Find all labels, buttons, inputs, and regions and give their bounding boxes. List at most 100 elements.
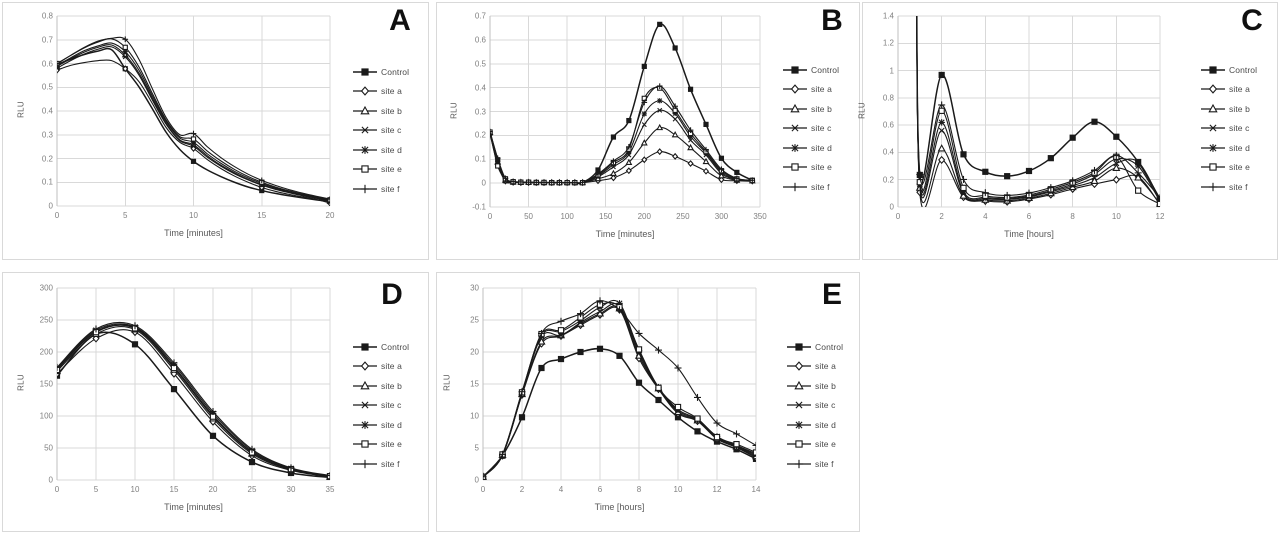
y-axis-tick-label: 0.1 bbox=[41, 177, 53, 187]
y-axis-tick-label: 1 bbox=[889, 66, 894, 76]
legend-item[interactable]: site d bbox=[782, 138, 852, 158]
legend-item[interactable]: site f bbox=[352, 179, 422, 199]
legend-item[interactable]: Control bbox=[782, 60, 852, 80]
legend-label: site c bbox=[1229, 123, 1250, 134]
legend-marker-icon bbox=[352, 163, 378, 175]
legend-a: Control site a site b site c site d site e sit… bbox=[352, 62, 422, 199]
legend-label: Control bbox=[811, 64, 840, 75]
legend-marker-icon bbox=[1200, 181, 1226, 193]
legend-item[interactable]: site b bbox=[786, 376, 856, 396]
legend-item[interactable]: site f bbox=[1200, 177, 1270, 197]
x-axis-tick-label: 2 bbox=[939, 212, 944, 221]
legend-label: site c bbox=[381, 125, 402, 136]
panel-letter-c: C bbox=[1241, 4, 1263, 37]
legend-item[interactable]: site d bbox=[352, 415, 422, 435]
legend-item[interactable]: site e bbox=[782, 158, 852, 178]
legend-label: site b bbox=[381, 105, 402, 116]
legend-item[interactable]: Control bbox=[1200, 60, 1270, 80]
legend-item[interactable]: site a bbox=[352, 82, 422, 102]
legend-label: site b bbox=[811, 103, 832, 114]
legend-item[interactable]: site c bbox=[1200, 119, 1270, 139]
x-axis-tick-label: 8 bbox=[636, 485, 642, 494]
legend-e: Control site a site b site c site d site e sit… bbox=[786, 337, 856, 474]
legend-item[interactable]: site c bbox=[786, 396, 856, 416]
legend-label: site d bbox=[381, 144, 402, 155]
legend-item[interactable]: site b bbox=[352, 101, 422, 121]
y-axis-tick-label: -0.1 bbox=[472, 202, 486, 212]
legend-item[interactable]: site b bbox=[1200, 99, 1270, 119]
x-axis-tick-label: 5 bbox=[123, 211, 128, 220]
legend-item[interactable]: site e bbox=[352, 435, 422, 455]
legend-item[interactable]: site c bbox=[352, 396, 422, 416]
y-axis-tick-label: 0 bbox=[889, 202, 894, 212]
x-axis-tick-label: 100 bbox=[560, 212, 574, 221]
x-axis-tick-label: 6 bbox=[597, 485, 603, 494]
legend-item[interactable]: site a bbox=[352, 357, 422, 377]
x-axis-tick-label: 35 bbox=[325, 485, 335, 494]
legend-label: site b bbox=[381, 380, 402, 391]
legend-label: Control bbox=[381, 341, 410, 352]
legend-label: site f bbox=[1229, 181, 1248, 192]
x-axis-tick-label: 20 bbox=[325, 211, 335, 220]
legend-item[interactable]: site c bbox=[352, 121, 422, 141]
legend-item[interactable]: site b bbox=[352, 376, 422, 396]
legend-marker-icon bbox=[782, 83, 808, 95]
x-axis-tick-label: 5 bbox=[93, 485, 99, 494]
y-axis-tick-label: 0.5 bbox=[474, 59, 486, 69]
y-axis-tick-label: 25 bbox=[470, 315, 479, 325]
legend-marker-icon bbox=[352, 183, 378, 195]
y-axis-tick-label: 300 bbox=[39, 283, 53, 293]
x-axis-tick-label: 0 bbox=[895, 212, 901, 221]
y-axis-tick-label: 0.6 bbox=[41, 59, 53, 68]
legend-marker-icon bbox=[786, 399, 812, 411]
legend-item[interactable]: site a bbox=[786, 357, 856, 377]
legend-label: site d bbox=[811, 142, 832, 153]
legend-item[interactable]: site e bbox=[1200, 158, 1270, 178]
legend-label: site d bbox=[1229, 142, 1250, 153]
x-axis-tick-label: 10 bbox=[1111, 212, 1121, 221]
legend-marker-icon bbox=[352, 144, 378, 156]
legend-item[interactable]: Control bbox=[352, 337, 422, 357]
legend-item[interactable]: site d bbox=[352, 140, 422, 160]
legend-item[interactable]: site a bbox=[782, 80, 852, 100]
legend-label: site d bbox=[815, 419, 836, 430]
y-axis-tick-label: 100 bbox=[39, 411, 53, 421]
y-axis-tick-label: 0 bbox=[48, 475, 53, 485]
legend-item[interactable]: site d bbox=[1200, 138, 1270, 158]
legend-item[interactable]: site f bbox=[782, 177, 852, 197]
legend-item[interactable]: Control bbox=[786, 337, 856, 357]
legend-item[interactable]: site e bbox=[352, 160, 422, 180]
panel-letter-a: A bbox=[389, 4, 411, 37]
legend-label: site c bbox=[815, 400, 836, 411]
y-axis-title: RLU bbox=[16, 374, 26, 391]
x-axis-tick-label: 15 bbox=[169, 485, 179, 494]
y-axis-tick-label: 0.2 bbox=[882, 175, 894, 185]
legend-item[interactable]: site d bbox=[786, 415, 856, 435]
y-axis-tick-label: 30 bbox=[470, 283, 479, 293]
legend-item[interactable]: site b bbox=[782, 99, 852, 119]
x-axis-tick-label: 10 bbox=[130, 485, 140, 494]
y-axis-title: RLU bbox=[857, 101, 867, 119]
y-axis-tick-label: 0.2 bbox=[41, 154, 53, 163]
x-axis-tick-label: 350 bbox=[753, 212, 767, 221]
legend-item[interactable]: site f bbox=[352, 454, 422, 474]
legend-item[interactable]: site a bbox=[1200, 80, 1270, 100]
legend-marker-icon bbox=[786, 341, 812, 353]
legend-label: site b bbox=[815, 380, 836, 391]
legend-label: site e bbox=[815, 439, 836, 450]
legend-item[interactable]: Control bbox=[352, 62, 422, 82]
y-axis-tick-label: 0.2 bbox=[474, 130, 486, 140]
y-axis-title: RLU bbox=[442, 374, 452, 391]
legend-marker-icon bbox=[352, 341, 378, 353]
legend-marker-icon bbox=[786, 380, 812, 392]
panel-letter-b: B bbox=[821, 4, 843, 37]
x-axis-tick-label: 2 bbox=[519, 485, 525, 494]
legend-label: site f bbox=[811, 181, 830, 192]
legend-item[interactable]: site c bbox=[782, 119, 852, 139]
legend-marker-icon bbox=[786, 419, 812, 431]
legend-item[interactable]: site f bbox=[786, 454, 856, 474]
legend-item[interactable]: site e bbox=[786, 435, 856, 455]
legend-marker-icon bbox=[782, 142, 808, 154]
x-axis-title: Time [minutes] bbox=[164, 502, 223, 512]
